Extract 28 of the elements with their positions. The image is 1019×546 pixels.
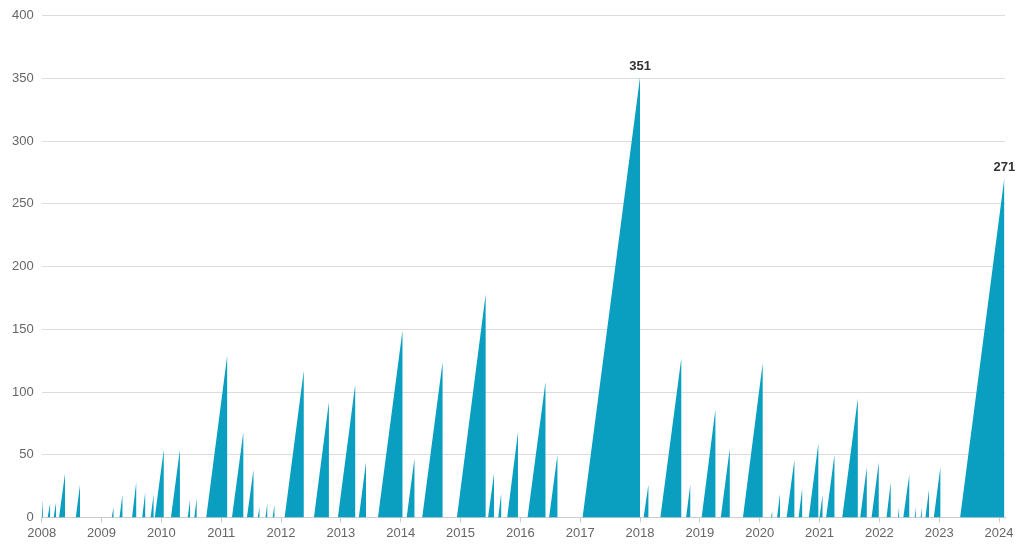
x-tick-label: 2015 [446,524,475,540]
x-tick-label: 2018 [625,524,655,540]
annotation: 351 [629,58,651,74]
x-tick-label: 2013 [326,524,356,540]
y-tick-label: 350 [11,70,34,86]
x-tick-label: 2022 [864,524,894,540]
x-tick-label: 2019 [685,524,715,540]
y-tick-label: 300 [11,132,34,148]
y-tick-label: 250 [11,195,34,211]
x-tick-label: 2010 [146,524,176,540]
x-tick-label: 2011 [207,524,236,540]
x-tick-label: 2008 [27,524,57,540]
y-tick-label: 400 [11,7,34,23]
y-tick-label: 0 [26,508,34,524]
x-tick-label: 2023 [924,524,954,540]
x-tick-label: 2020 [745,524,775,540]
x-tick-label: 2017 [565,524,595,540]
x-tick-label: 2024 [984,524,1014,540]
x-tick-label: 2014 [386,524,416,540]
x-tick-label: 2009 [87,524,116,540]
x-tick-label: 2021 [805,524,834,540]
y-tick-label: 50 [19,446,34,462]
y-tick-label: 100 [11,383,34,399]
x-tick-label: 2012 [266,524,296,540]
annotation: 271 [993,158,1016,174]
y-tick-label: 150 [11,320,34,336]
y-tick-label: 200 [11,258,34,274]
x-tick-label: 2016 [505,524,535,540]
